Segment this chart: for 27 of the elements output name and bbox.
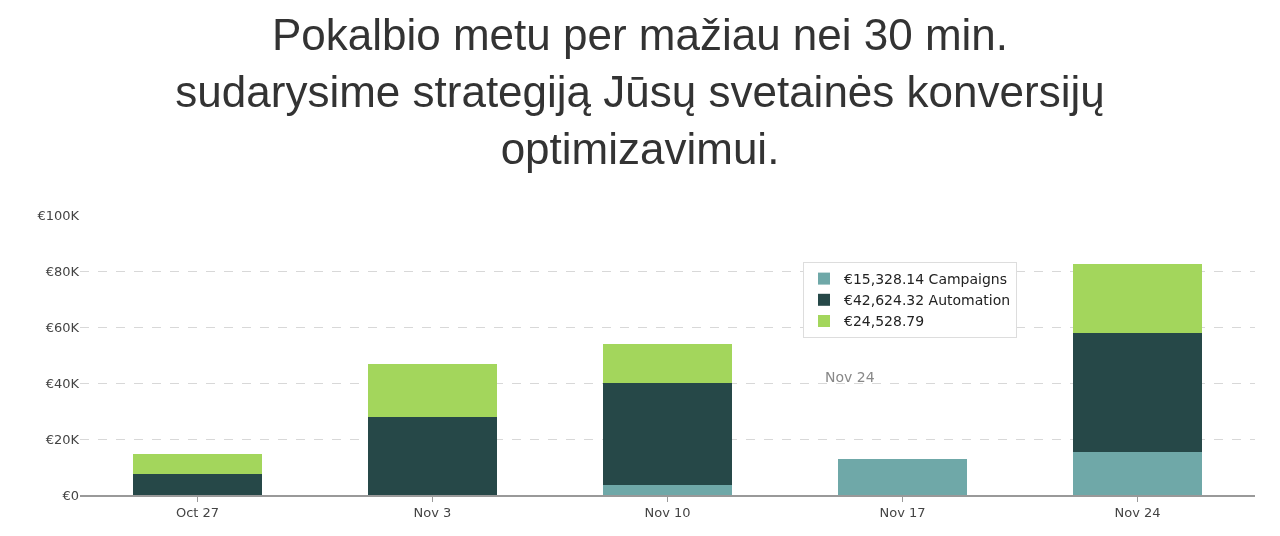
y-tick-label: €80K [45,263,80,279]
x-tick-label: Oct 27 [175,505,220,521]
y-tick-label: €0 [62,487,79,503]
y-tick-label: €100K [37,207,80,223]
y-tick-label: €20K [45,431,80,447]
x-tick-label: Nov 10 [644,505,691,521]
legend-label: €42,624.32 Automation [844,292,1011,309]
bar [1072,452,1203,495]
bar [602,484,733,495]
bar [367,416,498,495]
y-tick-label: €40K [45,375,80,391]
legend-label: €24,528.79 [844,313,925,330]
annotation: Nov 24 [825,369,875,385]
chart-title: Pokalbio metu per mažiau nei 30 min. sudarysime strategiją Jūsų svetainės konversijų optimizavimui. [175,10,1105,174]
x-tick-label: Nov 24 [1114,505,1161,521]
x-tick-label: Nov 3 [413,505,452,521]
x-tick-label: Nov 17 [879,505,926,521]
y-tick-label: €60K [45,319,80,335]
bar [837,458,968,495]
legend-label: €15,328.14 Campaigns [844,271,1008,288]
bar [132,454,263,474]
bar [602,344,733,383]
bar [1072,264,1203,333]
bar [132,474,263,495]
bar [1072,332,1203,453]
bar [367,363,498,417]
bar [602,383,733,485]
